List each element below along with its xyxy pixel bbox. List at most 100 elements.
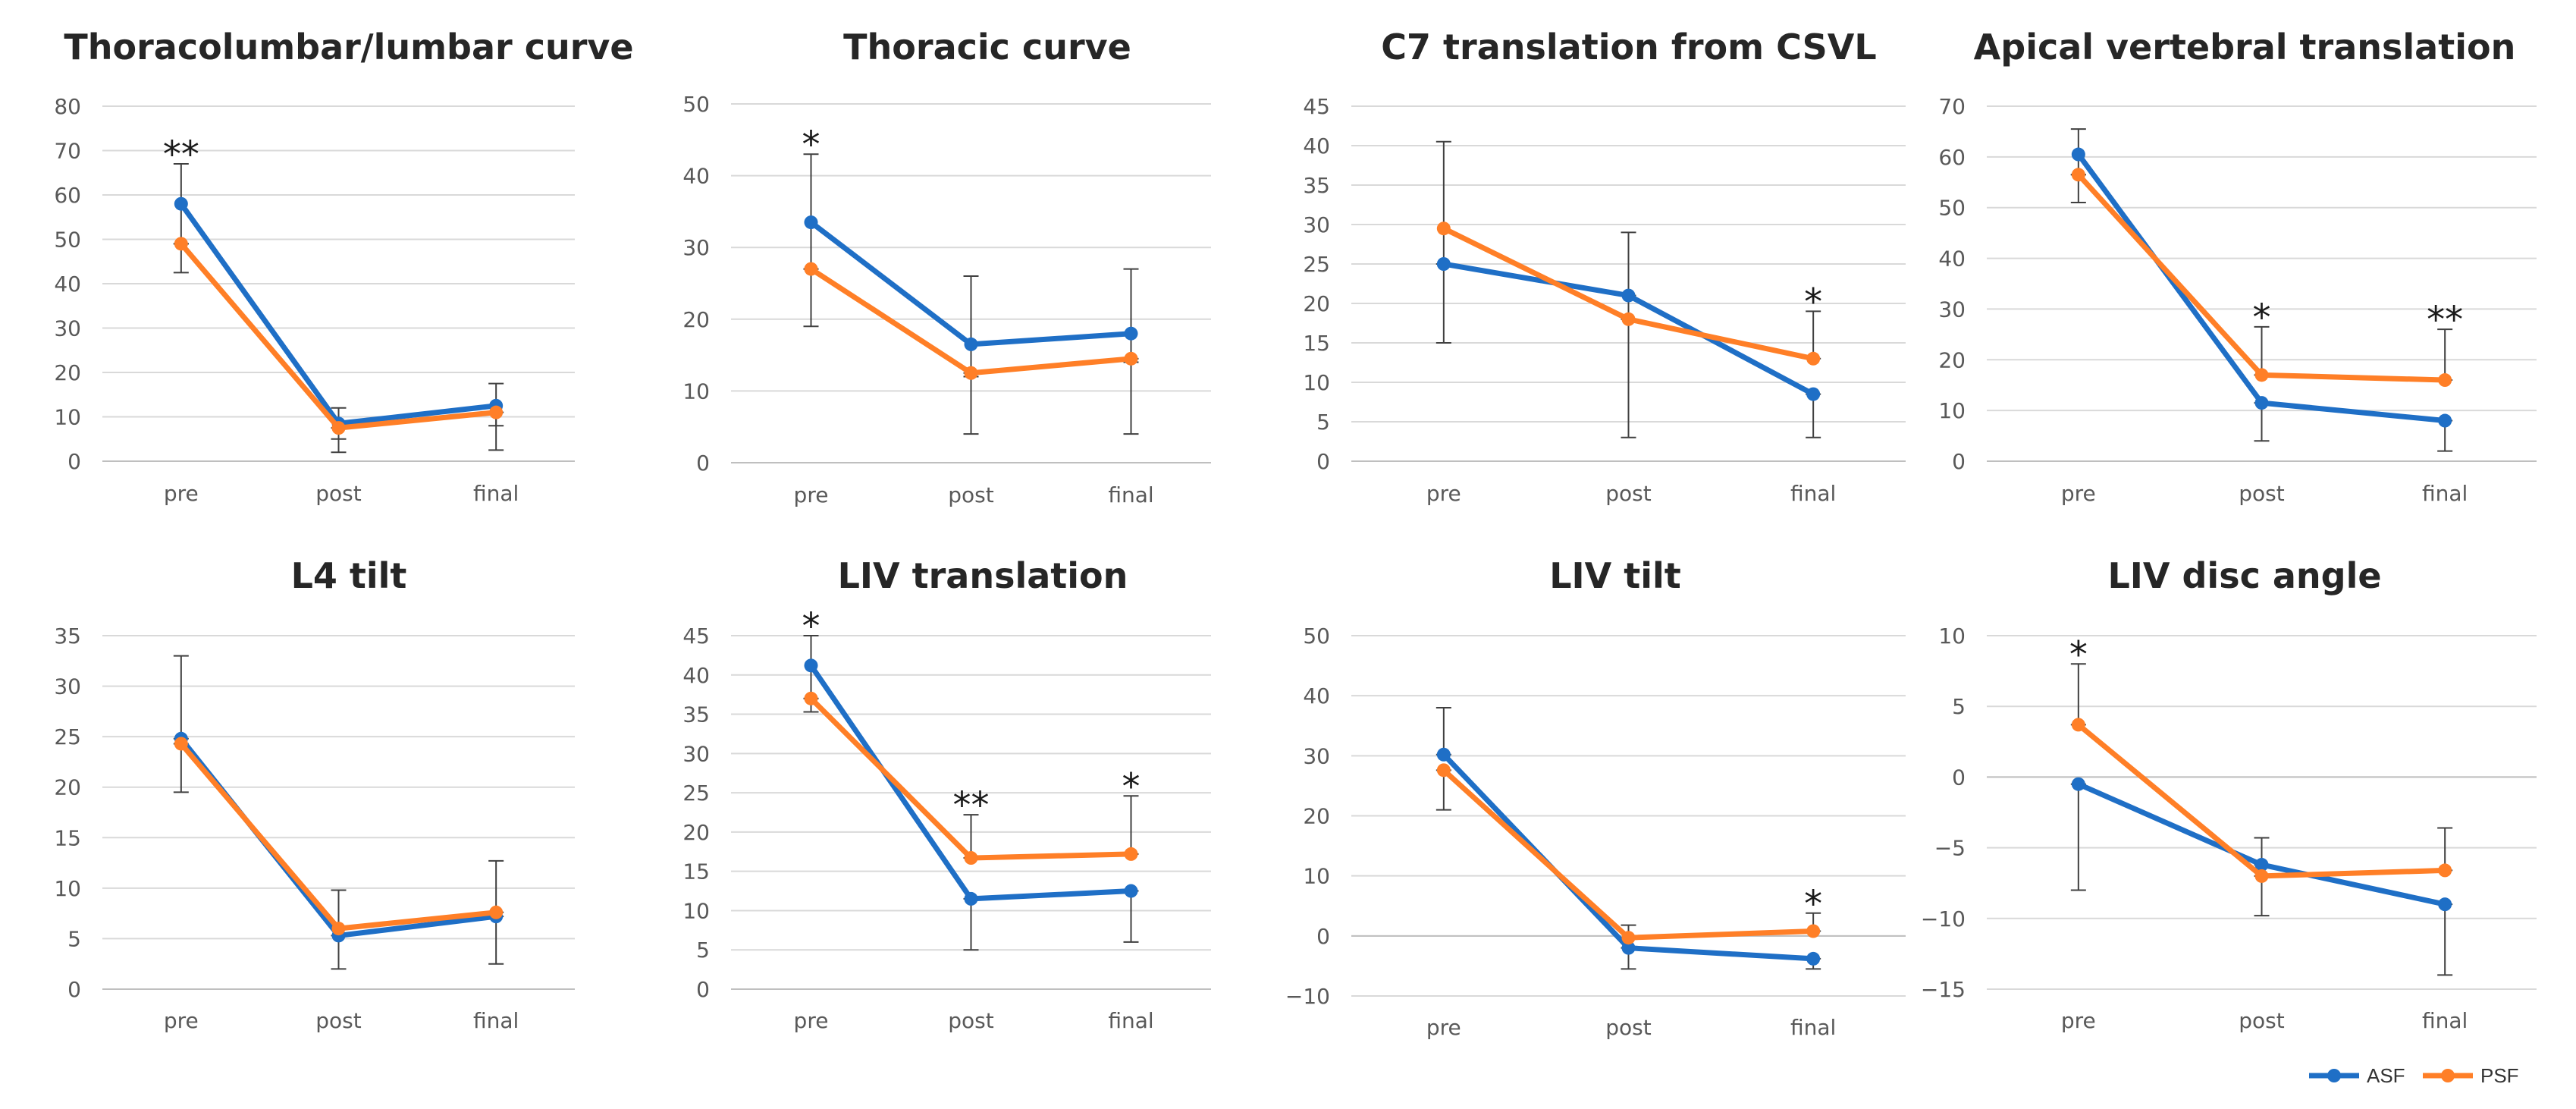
significance-marker: * — [1122, 765, 1141, 808]
data-point-asf — [1124, 326, 1138, 341]
x-tick-label: post — [2239, 1008, 2284, 1033]
data-point-psf — [174, 237, 188, 251]
x-tick-label: post — [2239, 481, 2284, 506]
data-point-psf — [489, 905, 504, 919]
y-tick-label: 25 — [54, 724, 81, 749]
y-tick-label: −10 — [1921, 906, 1966, 931]
x-tick-label: final — [1108, 1008, 1153, 1033]
y-tick-label: 40 — [1303, 683, 1330, 708]
x-tick-label: pre — [2061, 481, 2096, 506]
y-tick-label: 5 — [67, 926, 81, 951]
y-tick-label: 60 — [54, 183, 81, 208]
y-tick-label: 0 — [1952, 765, 1966, 790]
data-point-asf — [1436, 747, 1451, 762]
x-tick-label: final — [1790, 481, 1836, 506]
chart-thoracolumbar-lumbar-curve: Thoracolumbar/lumbar curve 0 10 20 30 40 50 60 7… — [54, 27, 633, 506]
x-tick-label: pre — [164, 481, 199, 506]
y-tick-label: 50 — [1938, 196, 1966, 221]
series-line-psf — [1441, 767, 1816, 941]
y-tick-label: 0 — [1316, 449, 1330, 474]
chart-title: Thoracic curve — [843, 27, 1131, 68]
y-tick-label: 30 — [54, 316, 81, 341]
y-tick-label: 70 — [1938, 94, 1966, 119]
x-tick-label: final — [1790, 1015, 1836, 1040]
data-point-asf — [804, 658, 818, 673]
x-tick-label: pre — [794, 1008, 829, 1033]
data-point-asf — [2438, 413, 2452, 428]
data-point-psf — [489, 405, 504, 419]
y-tick-label: 25 — [1303, 252, 1330, 277]
data-point-psf — [1806, 924, 1821, 938]
data-point-psf — [1621, 312, 1636, 326]
legend-marker-psf — [2441, 1069, 2455, 1082]
y-tick-label: 35 — [54, 624, 81, 649]
legend-label-psf: PSF — [2480, 1064, 2519, 1087]
y-tick-label: 25 — [682, 781, 710, 806]
y-tick-label: 20 — [1303, 291, 1330, 316]
chart-title: LIV tilt — [1549, 555, 1681, 596]
data-point-psf — [2254, 869, 2269, 883]
y-tick-label: 30 — [1938, 297, 1966, 322]
chart-liv-disc-angle: LIV disc angle −15 −10 −5 0 5 10 pre post final * — [1921, 555, 2537, 1033]
data-point-asf — [1621, 288, 1636, 303]
chart-title: C7 translation from CSVL — [1381, 27, 1876, 68]
chart-title: LIV translation — [838, 555, 1128, 596]
y-tick-label: 20 — [682, 307, 710, 332]
x-tick-label: pre — [1426, 481, 1461, 506]
y-tick-label: 30 — [682, 741, 710, 766]
data-point-asf — [2254, 857, 2269, 872]
x-tick-label: post — [948, 482, 993, 507]
y-tick-label: 10 — [1303, 864, 1330, 889]
data-point-psf — [1436, 763, 1451, 778]
y-tick-label: 0 — [696, 977, 710, 1002]
y-tick-label: 40 — [1303, 134, 1330, 159]
y-tick-label: 50 — [54, 228, 81, 253]
legend: ASF PSF — [2309, 1064, 2519, 1087]
y-tick-label: 10 — [54, 405, 81, 430]
significance-marker: ** — [163, 134, 199, 176]
data-point-psf — [1436, 221, 1451, 236]
data-point-psf — [804, 691, 818, 705]
series-line-asf — [178, 201, 499, 426]
y-tick-label: 0 — [696, 451, 710, 476]
data-point-psf — [2254, 368, 2269, 382]
x-tick-label: final — [2422, 481, 2468, 506]
chart-liv-translation: LIV translation 0 5 10 15 20 25 30 35 40 45 pre post… — [682, 555, 1211, 1033]
data-point-psf — [2071, 718, 2085, 732]
y-tick-label: 35 — [682, 702, 710, 727]
y-tick-label: 10 — [682, 379, 710, 404]
y-tick-label: 40 — [54, 272, 81, 297]
y-tick-label: 15 — [682, 859, 710, 884]
chart-thoracic-curve: Thoracic curve 0 10 20 30 40 50 pre post final * — [682, 27, 1211, 507]
y-tick-label: 20 — [54, 360, 81, 385]
y-tick-label: 20 — [54, 775, 81, 800]
data-point-asf — [1806, 387, 1821, 401]
chart-c7-translation-from-csvl: C7 translation from CSVL 0 5 10 15 20 25 30 35 40… — [1303, 27, 1906, 506]
significance-marker: * — [2253, 297, 2271, 339]
x-tick-label: final — [1108, 482, 1153, 507]
y-tick-label: −15 — [1921, 977, 1966, 1002]
data-point-psf — [174, 737, 188, 751]
chart-title: Thoracolumbar/lumbar curve — [64, 27, 633, 68]
legend-marker-asf — [2327, 1069, 2341, 1082]
data-point-asf — [964, 891, 978, 906]
y-tick-label: −10 — [1285, 984, 1330, 1009]
chart-title: LIV disc angle — [2107, 555, 2381, 596]
data-point-asf — [804, 215, 818, 230]
data-point-asf — [2071, 147, 2085, 162]
y-tick-label: 5 — [1316, 410, 1330, 435]
y-tick-label: 70 — [54, 139, 81, 164]
data-point-psf — [1806, 351, 1821, 366]
data-point-psf — [2071, 168, 2085, 182]
y-tick-label: 40 — [682, 663, 710, 688]
significance-marker: * — [1804, 883, 1822, 925]
significance-marker: * — [802, 605, 820, 648]
data-point-asf — [2254, 396, 2269, 410]
x-tick-label: final — [473, 481, 519, 506]
data-point-psf — [2438, 373, 2452, 388]
data-point-asf — [2438, 897, 2452, 912]
y-tick-label: 50 — [1303, 624, 1330, 649]
data-point-asf — [1621, 941, 1636, 955]
x-tick-label: pre — [164, 1008, 199, 1033]
y-tick-label: 60 — [1938, 145, 1966, 170]
